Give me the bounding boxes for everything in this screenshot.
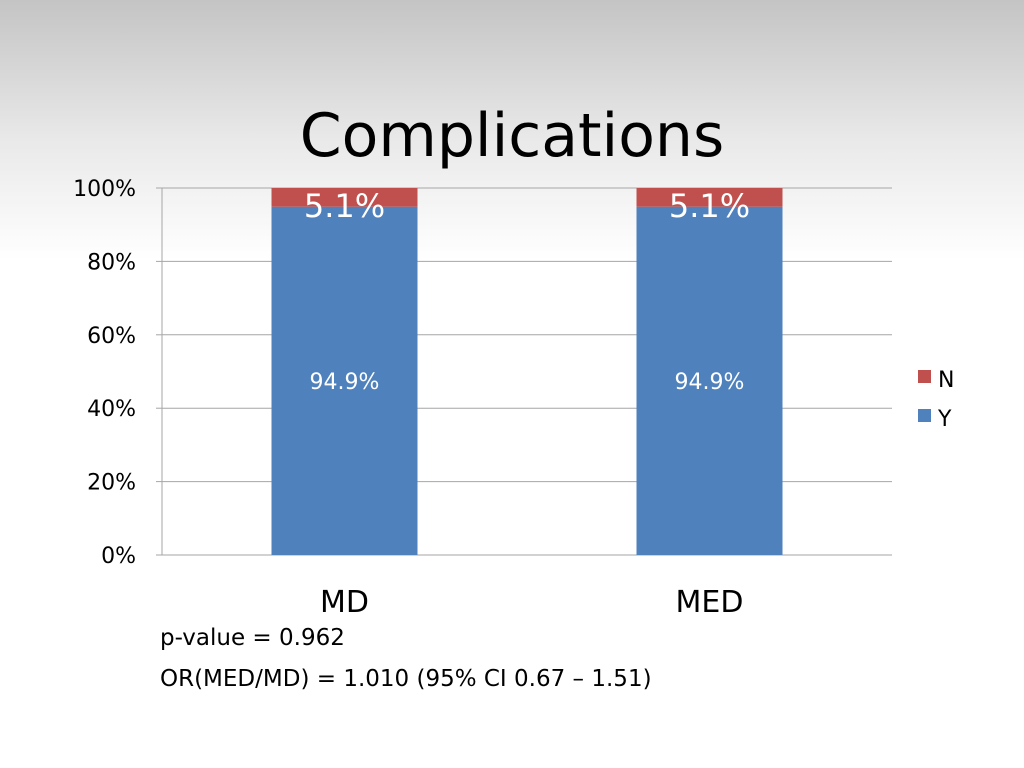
y-tick-label: 80%	[87, 250, 136, 275]
odds-ratio-text: OR(MED/MD) = 1.010 (95% CI 0.67 – 1.51)	[160, 666, 652, 692]
y-tick-label: 0%	[101, 544, 136, 569]
legend-label-n: N	[938, 368, 954, 393]
chart-title: Complications	[299, 101, 725, 171]
data-label: 5.1%	[304, 187, 385, 225]
legend-swatch-y	[918, 409, 931, 422]
data-label: 94.9%	[310, 370, 380, 395]
x-tick-label: MED	[676, 585, 744, 620]
bar-segment-y	[271, 206, 418, 556]
stats-notes: p-value = 0.962 OR(MED/MD) = 1.010 (95% …	[160, 622, 652, 704]
data-label: 5.1%	[669, 187, 750, 225]
y-tick-label: 40%	[87, 397, 136, 422]
y-tick-label: 60%	[87, 324, 136, 349]
p-value-text: p-value = 0.962	[160, 625, 345, 651]
y-tick-label: 100%	[73, 177, 136, 202]
data-label: 94.9%	[675, 370, 745, 395]
legend-swatch-n	[918, 370, 931, 383]
stacked-bar-chart: 0% 20% 40% 60% 80% 100% 94.9% 5.1% MD 94.9% 5.1% ME…	[73, 177, 954, 620]
legend-label-y: Y	[937, 407, 952, 432]
x-tick-label: MD	[320, 585, 369, 620]
y-tick-label: 20%	[87, 471, 136, 496]
bar-segment-y	[636, 206, 783, 556]
bar-segment-n	[636, 188, 783, 207]
bar-segment-n	[271, 188, 418, 207]
